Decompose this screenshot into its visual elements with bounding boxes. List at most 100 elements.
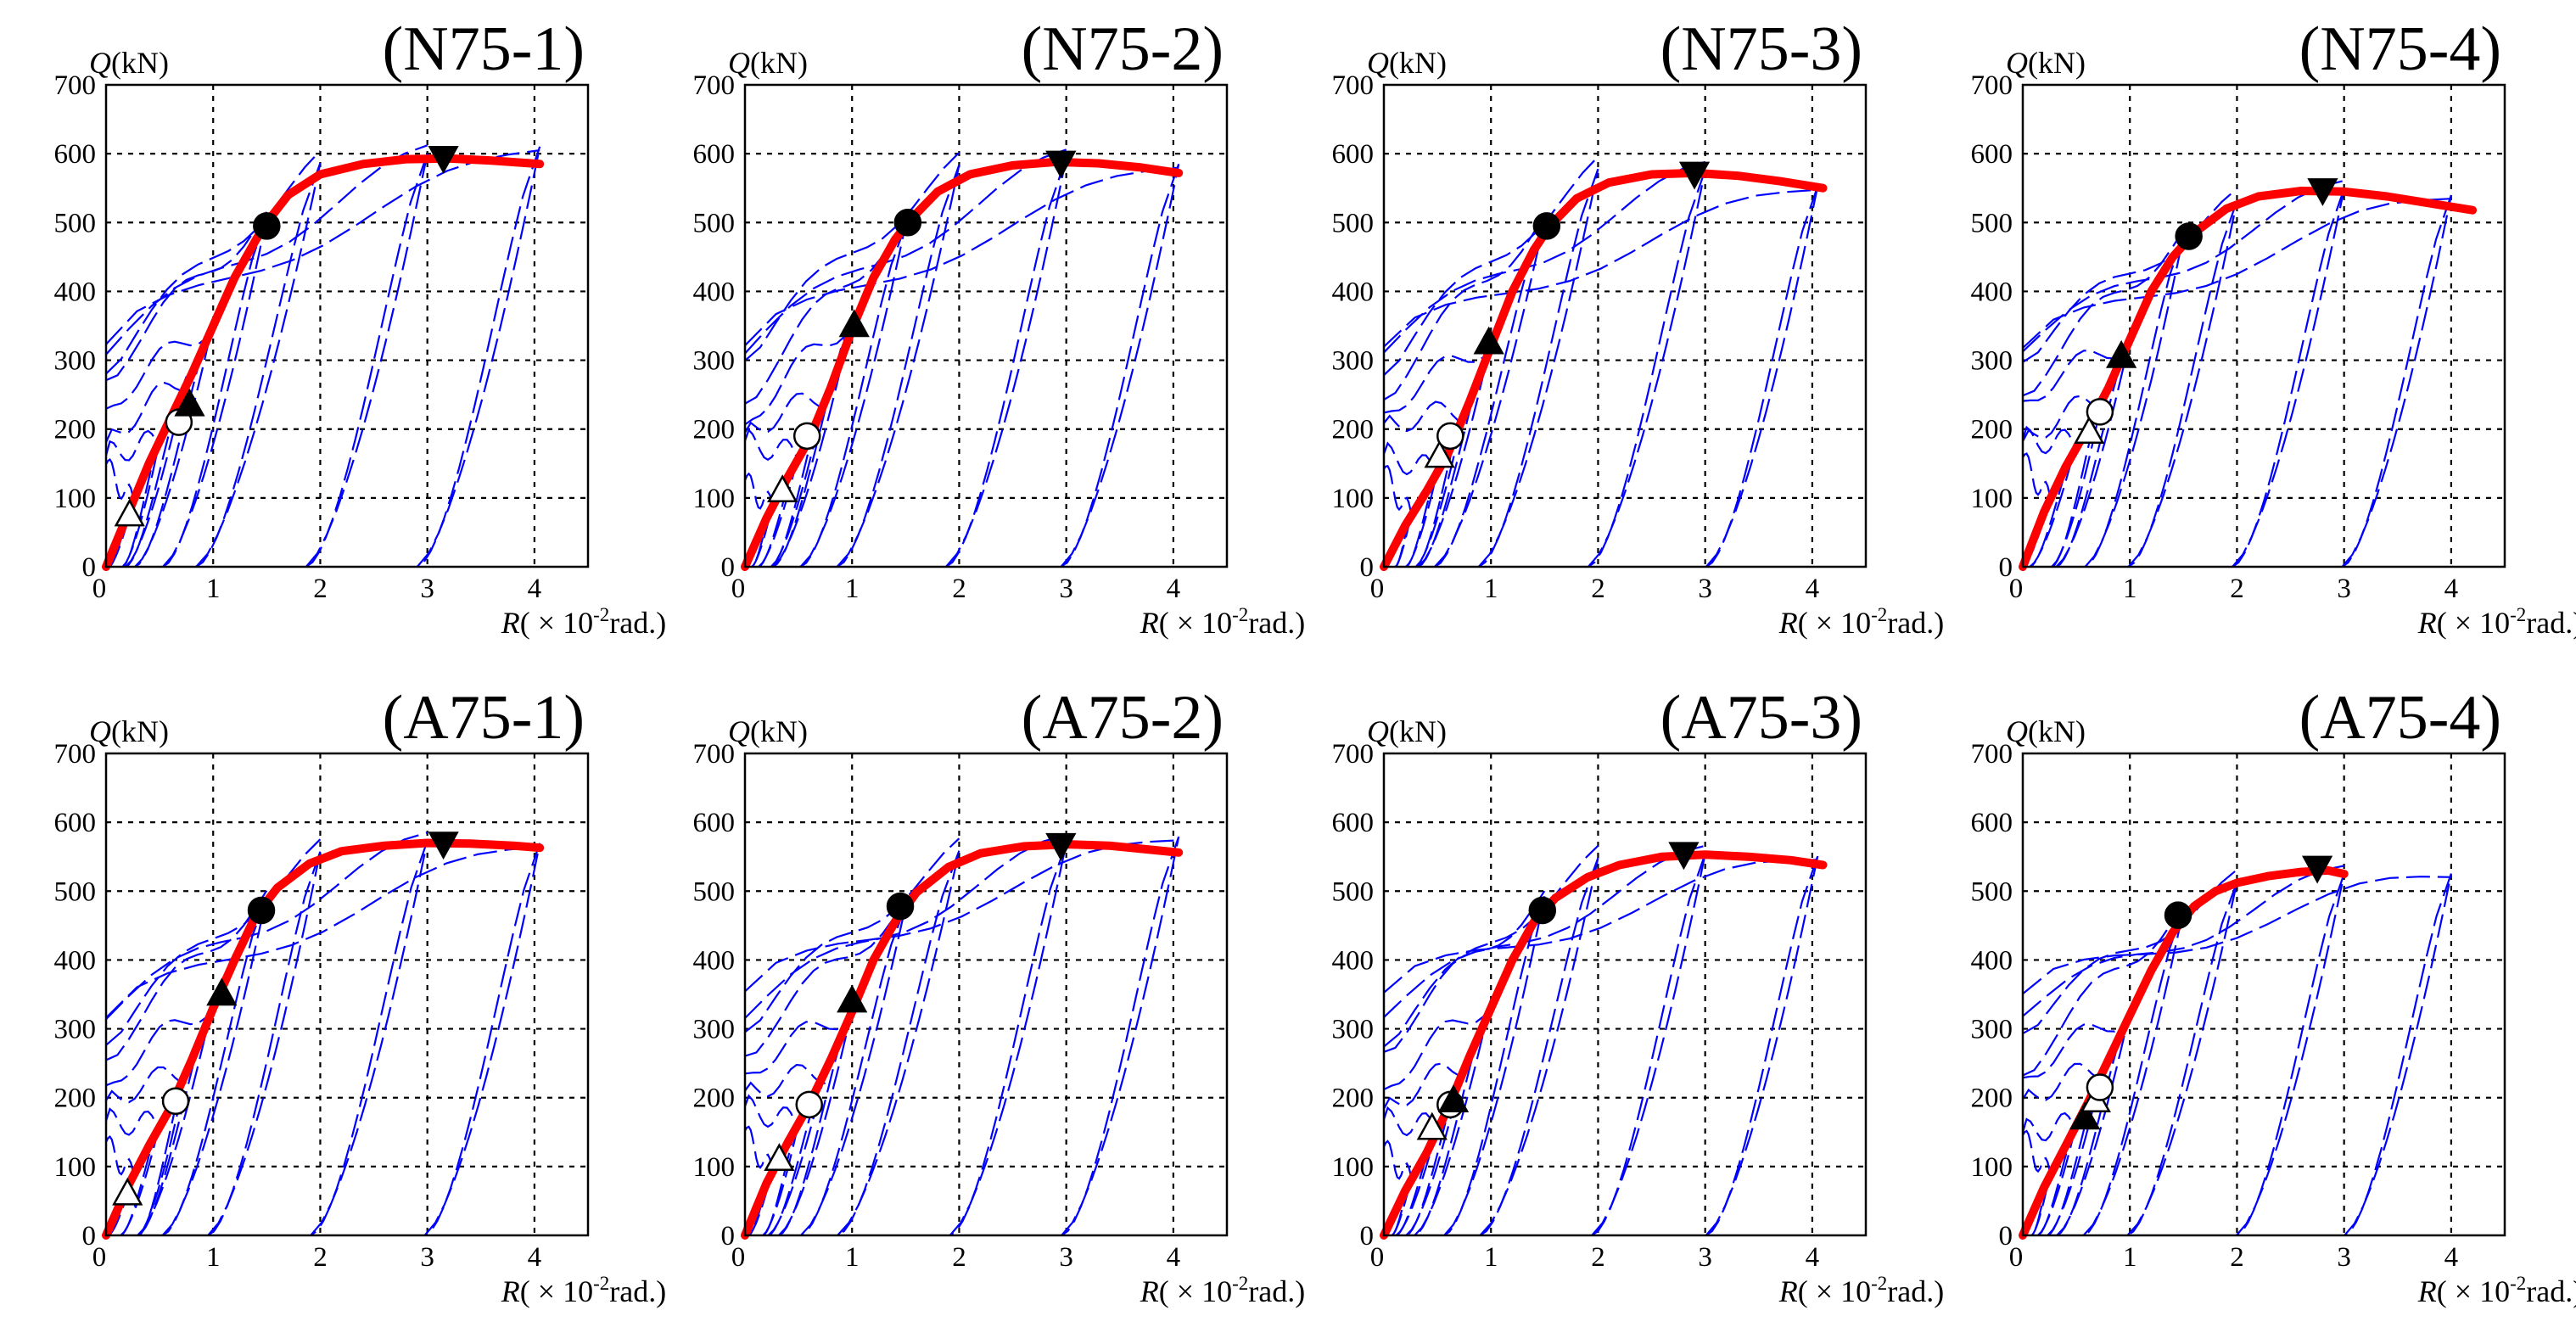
reloading-branch [108, 501, 134, 567]
y-tick-label: 300 [54, 346, 97, 377]
x-axis-unit-exponent: -2 [2510, 604, 2526, 625]
unloading-branch [1705, 186, 1819, 567]
unloading-branch [2236, 873, 2345, 1235]
reloading-branch [745, 899, 907, 1057]
y-tick-label: 300 [1971, 1015, 2013, 1045]
reloading-branch [106, 144, 428, 356]
x-tick-label: 0 [2009, 1242, 2024, 1273]
reloading-branch [1384, 1139, 1412, 1180]
reloading-branch [2023, 1017, 2131, 1079]
reloading-branch [416, 146, 541, 567]
marker-circle-filled [1532, 212, 1561, 240]
unloading-branch [1591, 853, 1706, 1235]
x-tick-label: 2 [952, 1242, 966, 1273]
reloading-branch [745, 833, 1067, 1019]
reloading-branch [1384, 160, 1706, 354]
marker-triangle-down-filled [428, 145, 459, 174]
y-tick-label: 200 [1332, 1083, 1375, 1114]
panel-title: (N75-4) [2299, 14, 2501, 84]
x-axis-unit-prefix: ( × 10 [1159, 606, 1232, 640]
reloading-branch [2023, 1111, 2078, 1142]
reloading-branch [106, 211, 268, 382]
reloading-branch [106, 149, 540, 345]
y-tick-label: 400 [1332, 277, 1375, 307]
y-tick-label: 700 [1332, 739, 1375, 770]
unloading-branch [2127, 200, 2238, 567]
panel-title: (N75-2) [1022, 14, 1224, 84]
y-tick-label: 400 [1332, 945, 1375, 976]
y-tick-label: 400 [693, 277, 736, 307]
x-axis-unit-prefix: ( × 10 [1798, 1274, 1871, 1308]
y-tick-label: 600 [54, 139, 97, 170]
x-axis-unit-suffix: rad.) [1887, 606, 1944, 640]
unloading-branch [945, 157, 1067, 567]
x-tick-label: 0 [92, 574, 107, 604]
y-axis-label: Q(kN) [728, 714, 808, 748]
x-axis-label: R( × 10-2rad.) [1140, 1273, 1305, 1308]
chart-panel-2: 0 100 200 300 400 500 600 700 0 1 2 3 4 Q(kN) R( × 10-… [693, 14, 1306, 640]
reloading-branch [1384, 214, 1546, 400]
reloading-branch [1060, 164, 1180, 567]
x-tick-label: 3 [1698, 1242, 1712, 1273]
y-tick-label: 500 [1332, 208, 1375, 238]
reloading-branch [2023, 198, 2451, 349]
y-tick-label: 500 [1332, 876, 1375, 907]
reloading-branch [758, 454, 800, 567]
y-tick-label: 600 [1971, 808, 2013, 838]
x-axis-symbol: R [1140, 606, 1159, 640]
x-tick-label: 0 [2009, 574, 2024, 604]
y-axis-unit: (kN) [750, 46, 808, 80]
y-tick-label: 700 [693, 739, 736, 770]
x-axis-unit-prefix: ( × 10 [1159, 1274, 1232, 1308]
unloading-branch [800, 905, 907, 1235]
x-axis-unit-exponent: -2 [1232, 1273, 1248, 1294]
reloading-branch [1384, 859, 1818, 994]
x-axis-symbol: R [1778, 1274, 1798, 1308]
x-axis-unit-exponent: -2 [1871, 1273, 1887, 1294]
y-axis-symbol: Q [89, 714, 111, 748]
x-tick-label: 1 [845, 1242, 860, 1273]
y-tick-label: 200 [693, 1083, 736, 1114]
unloading-branch [2344, 873, 2452, 1235]
y-tick-label: 600 [693, 139, 736, 170]
marker-circle-filled [1528, 896, 1557, 925]
y-tick-label: 300 [54, 1015, 97, 1045]
x-tick-label: 2 [952, 574, 966, 604]
reloading-branch [762, 1123, 800, 1235]
y-axis-unit: (kN) [111, 46, 169, 80]
y-axis-unit: (kN) [2028, 46, 2086, 80]
x-tick-label: 4 [2444, 1242, 2459, 1273]
reloading-branch [305, 153, 428, 567]
reloading-branch [1395, 1126, 1439, 1235]
y-tick-label: 700 [693, 70, 736, 101]
y-tick-label: 100 [1332, 1152, 1375, 1183]
marker-triangle-down-filled [1668, 842, 1700, 871]
marker-triangle-up-filled [1473, 326, 1504, 355]
reloading-branch [2082, 910, 2185, 1235]
x-tick-label: 3 [420, 1242, 434, 1273]
chart-panel-7: 0 100 200 300 400 500 600 700 0 1 2 3 4 Q(kN) R( × 10-… [1332, 683, 1945, 1308]
reloading-branch [120, 1123, 161, 1235]
marker-circle-open [795, 1090, 823, 1119]
x-axis-unit-prefix: ( × 10 [1798, 606, 1871, 640]
marker-circle-filled [886, 892, 915, 921]
y-axis-unit: (kN) [1389, 46, 1447, 80]
reloading-branch [195, 162, 322, 567]
y-tick-label: 0 [1360, 1221, 1375, 1251]
marker-triangle-down-filled [1045, 150, 1077, 179]
reloading-branch [106, 890, 268, 1061]
marker-triangle-down-filled [1045, 832, 1077, 861]
x-tick-label: 1 [1484, 574, 1498, 604]
reloading-branch [745, 148, 1067, 355]
y-tick-label: 0 [1999, 1221, 2013, 1251]
reloading-branch [106, 328, 215, 410]
unloading-branch [305, 153, 428, 567]
x-axis-label: R( × 10-2rad.) [2417, 1273, 2576, 1308]
x-axis-symbol: R [1140, 1274, 1159, 1308]
x-tick-label: 1 [206, 574, 221, 604]
panel-title: (A75-4) [2299, 683, 2501, 753]
plot-frame [743, 752, 1229, 1237]
y-tick-label: 200 [693, 415, 736, 445]
reloading-branch [777, 1009, 854, 1235]
